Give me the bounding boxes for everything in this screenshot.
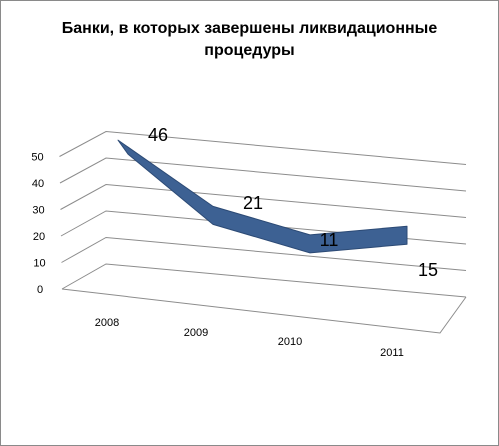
y-tick-label: 20 (33, 231, 45, 243)
data-label: 46 (148, 125, 168, 145)
data-label: 15 (418, 260, 438, 280)
x-tick-label: 2008 (95, 317, 119, 329)
chart-title-line-1: Банки, в которых завершены ликвидационны… (61, 20, 438, 37)
x-tick-label: 2009 (184, 327, 208, 339)
x-tick-label: 2011 (380, 347, 404, 359)
chart-series (117, 139, 408, 254)
data-labels: 46 21 11 15 (148, 125, 438, 280)
y-axis-ticks: 0 10 20 30 40 50 (31, 152, 45, 297)
data-label: 21 (243, 193, 263, 213)
chart-gridlines (59, 130, 467, 298)
series-ribbon (117, 139, 408, 254)
chart-floor (61, 288, 467, 334)
floor-edge (61, 288, 467, 334)
y-tick-label: 40 (32, 178, 44, 190)
y-tick-label: 30 (32, 205, 44, 217)
y-tick-label: 0 (37, 284, 43, 296)
gridline (59, 130, 467, 165)
chart-title-line-2: процедуры (204, 42, 295, 59)
x-axis-ticks: 2008 2009 2010 2011 (95, 317, 404, 359)
gridline (61, 236, 467, 271)
y-tick-label: 50 (31, 152, 43, 164)
gridline (60, 183, 467, 218)
data-label: 11 (320, 230, 339, 250)
chart-title: Банки, в которых завершены ликвидационны… (0, 18, 499, 62)
x-tick-label: 2010 (278, 336, 302, 348)
y-tick-label: 10 (33, 258, 45, 270)
gridline (61, 263, 467, 298)
gridline (59, 157, 467, 192)
